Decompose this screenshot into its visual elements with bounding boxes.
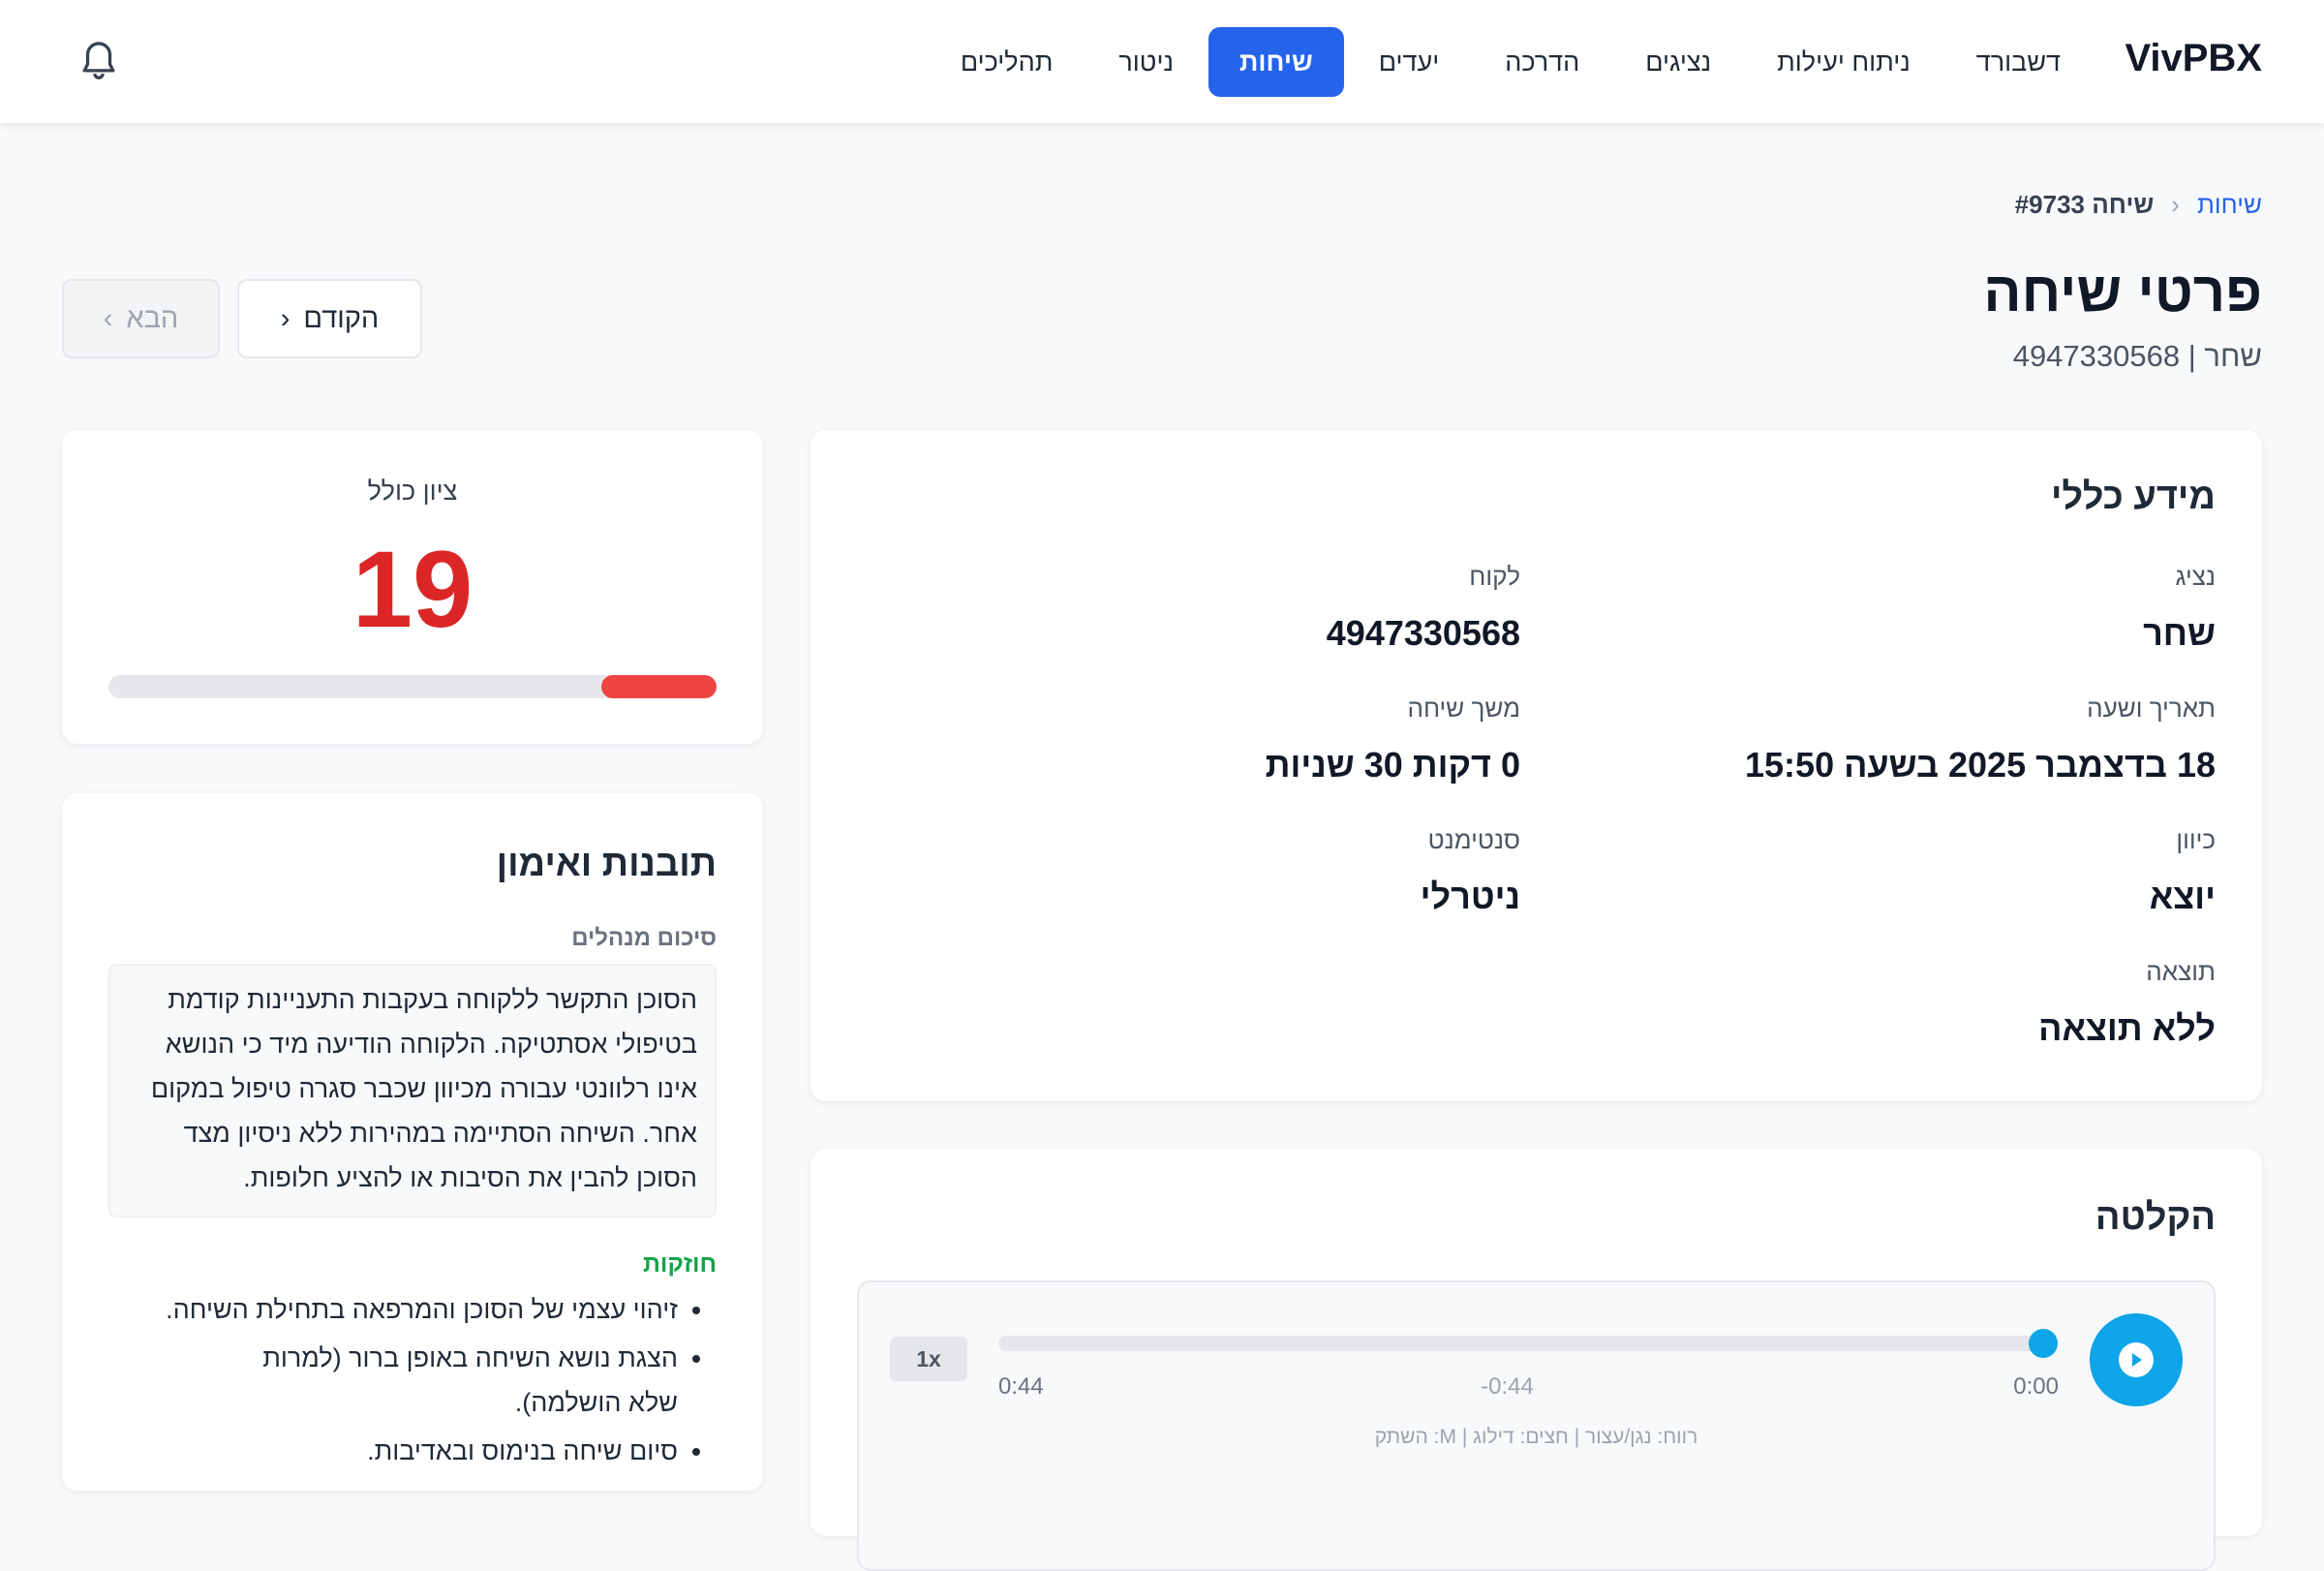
nav-efficiency[interactable]: ניתוח יעילות — [1777, 46, 1911, 77]
nav-monitor[interactable]: ניטור — [1118, 46, 1174, 77]
strength-item: זיהוי עצמי של הסוכן והמרפאה בתחילת השיחה… — [108, 1287, 678, 1332]
field-label: לקוח — [1469, 562, 1520, 591]
score-card: ציון כולל 19 — [62, 430, 763, 744]
prev-label: הקודם — [303, 302, 380, 334]
keyboard-hint: רווח: נגן/עצור | חצים: דילוג | M: השתק — [1374, 1426, 1698, 1448]
strengths-label: חוזקות — [642, 1250, 717, 1278]
play-icon — [2119, 1342, 2154, 1377]
info-title: מידע כללי — [2050, 477, 2216, 517]
field-outcome: תוצאה ללא תוצאה — [2038, 957, 2216, 1049]
nav-processes[interactable]: תהליכים — [960, 46, 1054, 77]
chevron-left-icon: ‹ — [280, 302, 290, 334]
speed-button[interactable]: 1x — [890, 1337, 967, 1381]
field-customer: לקוח 4947330568 — [1327, 562, 1520, 654]
score-bar — [108, 675, 717, 698]
field-value: שחר — [2143, 613, 2216, 653]
field-label: תאריך ושעה — [2087, 693, 2216, 723]
prev-button[interactable]: הקודם ‹ — [237, 279, 422, 358]
insights-card: תובנות ואימון סיכום מנהלים הסוכן התקשר ל… — [62, 793, 763, 1491]
field-sentiment: סנטימנט ניטרלי — [1421, 825, 1520, 917]
score-label: ציון כולל — [367, 477, 458, 506]
summary-box: הסוכן התקשר ללקוחה בעקבות התעניינות קודמ… — [108, 964, 717, 1217]
audio-player: 0:00 -0:44 0:44 1x רווח: נגן/עצור | חצים… — [857, 1280, 2216, 1571]
field-value: ללא תוצאה — [2038, 1008, 2216, 1048]
field-label: נציג — [2175, 562, 2216, 591]
page-subtitle: שחר | 4947330568 — [2012, 339, 2262, 373]
seek-slider[interactable] — [998, 1329, 2058, 1358]
logo[interactable]: VivPBX — [2125, 37, 2262, 79]
field-value: 0 דקות 30 שניות — [1265, 745, 1520, 785]
remaining-time: -0:44 — [1481, 1373, 1534, 1400]
score-bar-fill — [600, 675, 717, 698]
field-duration: משך שיחה 0 דקות 30 שניות — [1266, 693, 1520, 786]
score-value: 19 — [352, 529, 474, 650]
field-agent: נציג שחר — [2143, 562, 2216, 654]
seek-thumb[interactable] — [2029, 1329, 2058, 1358]
field-label: כיוון — [2176, 825, 2216, 854]
next-label: הבא — [126, 302, 179, 334]
breadcrumb-current: שיחה #9733 — [2014, 190, 2155, 219]
field-value: 18 בדצמבר 2025 בשעה 15:50 — [1745, 745, 2216, 785]
summary-label: סיכום מנהלים — [571, 925, 717, 951]
field-label: תוצאה — [2146, 957, 2216, 986]
page-title: פרטי שיחה — [1983, 261, 2262, 323]
chevron-right-icon: › — [103, 302, 113, 334]
field-label: סנטימנט — [1427, 825, 1520, 854]
nav-agents[interactable]: נציגים — [1645, 46, 1712, 77]
recording-card: הקלטה 0:00 -0:44 0:44 1x רווח: נגן/עצור … — [810, 1149, 2262, 1571]
field-value: ניטרלי — [1420, 877, 1520, 916]
breadcrumb-calls-link[interactable]: שיחות — [2196, 190, 2262, 219]
field-value: יוצא — [2149, 877, 2216, 916]
nav-dashboard[interactable]: דשבורד — [1975, 46, 2061, 77]
current-time: 0:00 — [2013, 1373, 2059, 1400]
strength-item: סיום שיחה בנימוס ובאדיבות. — [108, 1429, 678, 1473]
nav-calls[interactable]: שיחות — [1208, 27, 1344, 97]
nav-training[interactable]: הדרכה — [1505, 46, 1580, 77]
play-button[interactable] — [2090, 1313, 2183, 1406]
nav-goals[interactable]: יעדים — [1378, 46, 1440, 77]
duration: 0:44 — [998, 1373, 1044, 1400]
next-button[interactable]: הבא › — [62, 279, 220, 358]
field-label: משך שיחה — [1407, 693, 1520, 723]
strength-item: הצגת נושא השיחה באופן ברור (למרות שלא הו… — [108, 1336, 678, 1425]
top-nav: VivPBX דשבורד ניתוח יעילות נציגים הדרכה … — [0, 0, 2324, 123]
field-datetime: תאריך ושעה 18 בדצמבר 2025 בשעה 15:50 — [1745, 693, 2216, 786]
bell-icon[interactable] — [79, 39, 118, 83]
field-value: 4947330568 — [1326, 613, 1520, 653]
field-direction: כיוון יוצא — [2150, 825, 2216, 917]
recording-title: הקלטה — [2095, 1197, 2216, 1238]
chevron-left-icon: ‹ — [2171, 190, 2180, 219]
insights-title: תובנות ואימון — [496, 844, 717, 884]
strengths-list: זיהוי עצמי של הסוכן והמרפאה בתחילת השיחה… — [108, 1287, 717, 1473]
breadcrumb: שיחות ‹ שיחה #9733 — [2015, 190, 2262, 220]
general-info-card: מידע כללי נציג שחר לקוח 4947330568 תאריך ו… — [810, 430, 2262, 1101]
